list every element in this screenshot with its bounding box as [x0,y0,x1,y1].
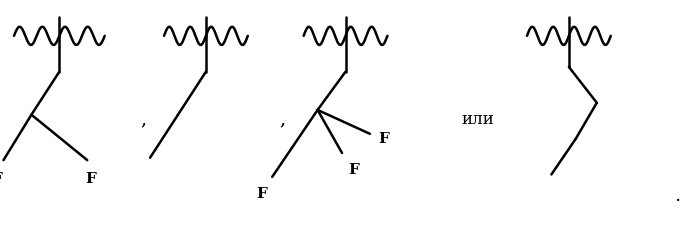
Text: ,: , [280,110,285,129]
Text: F: F [0,172,2,186]
Text: F: F [378,132,389,146]
Text: F: F [348,163,359,177]
Text: F: F [256,187,267,201]
Text: или: или [461,111,495,128]
Text: ,: , [140,110,146,129]
Text: .: . [674,187,680,205]
Text: F: F [85,172,96,186]
